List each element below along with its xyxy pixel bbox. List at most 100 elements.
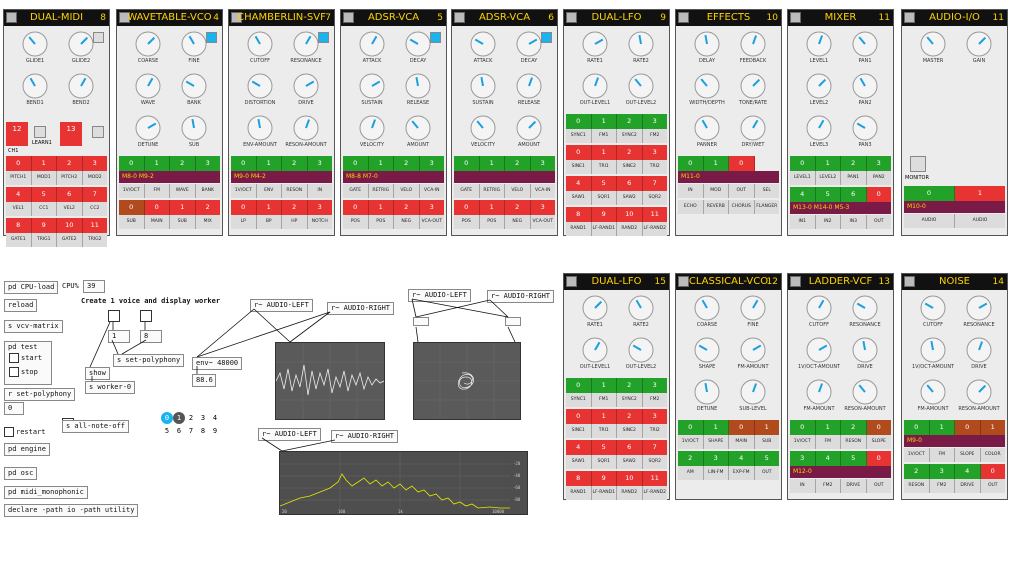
- port-button[interactable]: 0: [454, 156, 480, 171]
- port-button[interactable]: 5: [815, 187, 841, 202]
- voice-radio-cell[interactable]: 5: [164, 427, 170, 435]
- module-header[interactable]: DUAL-MIDI 8: [4, 10, 109, 26]
- module-header[interactable]: MIXER 11: [788, 10, 893, 26]
- port-button[interactable]: 8: [6, 218, 32, 233]
- module-header[interactable]: ADSR-VCA 6: [452, 10, 557, 26]
- knob-attack[interactable]: ATTACK: [351, 30, 393, 66]
- knob-fine[interactable]: FINE: [732, 294, 774, 330]
- port-button[interactable]: 3: [642, 114, 667, 129]
- knob-bend1[interactable]: BEND1: [14, 72, 56, 108]
- module-toggle[interactable]: [904, 12, 915, 23]
- show-message[interactable]: show: [85, 367, 110, 380]
- port-button[interactable]: 4: [790, 187, 816, 202]
- port-button[interactable]: 3: [530, 200, 555, 215]
- knob-attack[interactable]: ATTACK: [462, 30, 504, 66]
- port-button[interactable]: 2: [57, 156, 83, 171]
- knob-out-level1[interactable]: OUT-LEVEL1: [574, 72, 616, 108]
- knob-tone-rate[interactable]: TONE/RATE: [732, 72, 774, 108]
- stop-bang[interactable]: [9, 367, 19, 377]
- env-object[interactable]: env~ 48000: [192, 357, 243, 370]
- module-header[interactable]: NOISE 14: [902, 274, 1007, 290]
- knob-rate2[interactable]: RATE2: [620, 30, 662, 66]
- knob-sustain[interactable]: SUSTAIN: [462, 72, 504, 108]
- module-header[interactable]: ADSR-VCA 5: [341, 10, 446, 26]
- port-button[interactable]: 6: [617, 176, 643, 191]
- polyphony-number[interactable]: 0: [4, 402, 24, 415]
- create-bang-1[interactable]: [108, 310, 120, 322]
- port-button[interactable]: 3: [82, 156, 107, 171]
- port-button[interactable]: 7: [642, 440, 667, 455]
- port-button[interactable]: 4: [815, 451, 841, 466]
- port-button[interactable]: 3: [929, 464, 955, 479]
- voice-radio-cell[interactable]: 0: [161, 412, 173, 424]
- port-button[interactable]: 2: [617, 409, 643, 424]
- port-button[interactable]: 0: [566, 378, 592, 393]
- port-button[interactable]: 2: [841, 156, 867, 171]
- knob-bank[interactable]: BANK: [173, 72, 215, 108]
- port-button[interactable]: 4: [566, 440, 592, 455]
- knob-release[interactable]: RELEASE: [397, 72, 439, 108]
- port-button[interactable]: 2: [617, 145, 643, 160]
- voice-radio-cell[interactable]: 4: [212, 414, 218, 422]
- port-button[interactable]: 11: [642, 471, 667, 486]
- port-button[interactable]: 1: [368, 200, 394, 215]
- knob-pan2[interactable]: PAN2: [844, 72, 886, 108]
- s-worker-object[interactable]: s worker-0: [85, 381, 136, 394]
- knob-rate1[interactable]: RATE1: [574, 294, 616, 330]
- port-button[interactable]: 1: [591, 145, 617, 160]
- voice-radio-cell[interactable]: 9: [212, 427, 218, 435]
- voice-radio-cell[interactable]: 1: [173, 412, 185, 424]
- port-button[interactable]: 3: [530, 156, 555, 171]
- port-button[interactable]: 0: [566, 409, 592, 424]
- knob-pan1[interactable]: PAN1: [844, 30, 886, 66]
- s-set-polyphony-object[interactable]: s set-polyphony: [113, 354, 185, 367]
- module-toggle[interactable]: [566, 276, 577, 287]
- port-button[interactable]: 9: [31, 218, 57, 233]
- module-header[interactable]: WAVETABLE-VCO 4: [117, 10, 222, 26]
- knob-reson-amount[interactable]: RESON-AMOUNT: [844, 378, 886, 414]
- port-button[interactable]: 0: [866, 420, 891, 435]
- monitor-toggle[interactable]: [910, 156, 926, 172]
- port-button[interactable]: 4: [566, 176, 592, 191]
- learn-toggle[interactable]: [34, 126, 46, 138]
- knob-shape[interactable]: SHAPE: [686, 336, 728, 372]
- learn-toggle-2[interactable]: [92, 126, 104, 138]
- midi-note-1[interactable]: 12: [6, 122, 28, 146]
- msg-one[interactable]: 1: [108, 330, 130, 343]
- port-button[interactable]: 10: [57, 218, 83, 233]
- knob-pan3[interactable]: PAN3: [844, 114, 886, 150]
- knob-drive[interactable]: DRIVE: [844, 336, 886, 372]
- knob-resonance[interactable]: RESONANCE: [285, 30, 327, 66]
- port-button[interactable]: 7: [82, 187, 107, 202]
- knob-sub[interactable]: SUB: [173, 114, 215, 150]
- knob-velocity[interactable]: VELOCITY: [351, 114, 393, 150]
- knob-bend2[interactable]: BEND2: [60, 72, 102, 108]
- pd-midi-object[interactable]: pd midi_monophonic: [4, 486, 88, 499]
- voice-radio-cell[interactable]: 3: [200, 414, 206, 422]
- port-button[interactable]: 5: [754, 451, 779, 466]
- port-button[interactable]: 1: [980, 420, 1005, 435]
- knob-coarse[interactable]: COARSE: [686, 294, 728, 330]
- port-button[interactable]: 0: [790, 420, 816, 435]
- knob-1v-oct-amount[interactable]: 1V/OCT-AMOUNT: [912, 336, 954, 372]
- port-button[interactable]: 1: [479, 156, 505, 171]
- port-button[interactable]: 0: [343, 200, 369, 215]
- port-button[interactable]: 2: [394, 156, 420, 171]
- port-button[interactable]: 0: [566, 114, 592, 129]
- mod-toggle[interactable]: [93, 32, 104, 43]
- knob-fm-amount[interactable]: FM-AMOUNT: [798, 378, 840, 414]
- port-button[interactable]: 8: [566, 471, 592, 486]
- port-button[interactable]: 0: [566, 145, 592, 160]
- knob-cutoff[interactable]: CUTOFF: [912, 294, 954, 330]
- module-toggle[interactable]: [119, 12, 130, 23]
- module-header[interactable]: DUAL-LFO 15: [564, 274, 669, 290]
- pd-osc-object[interactable]: pd osc: [4, 467, 38, 480]
- midi-note-2[interactable]: 13: [60, 122, 82, 146]
- knob-decay[interactable]: DECAY: [508, 30, 550, 66]
- port-button[interactable]: 1: [144, 156, 170, 171]
- mod-toggle[interactable]: [430, 32, 441, 43]
- port-button[interactable]: 7: [642, 176, 667, 191]
- msg-eight[interactable]: 8: [140, 330, 162, 343]
- port-button[interactable]: 1: [591, 378, 617, 393]
- r-audio-right-3[interactable]: r~ AUDIO-RIGHT: [331, 430, 399, 443]
